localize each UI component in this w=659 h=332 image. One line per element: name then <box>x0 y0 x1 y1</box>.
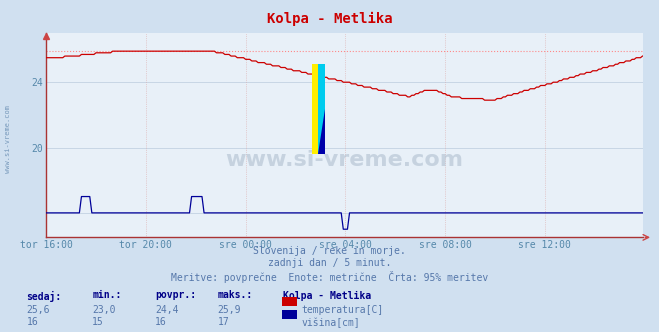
Text: sedaj:: sedaj: <box>26 290 61 301</box>
Text: Kolpa - Metlika: Kolpa - Metlika <box>283 290 372 300</box>
Text: temperatura[C]: temperatura[C] <box>302 305 384 315</box>
Text: www.si-vreme.com: www.si-vreme.com <box>225 150 463 170</box>
Text: 16: 16 <box>155 317 167 327</box>
Text: 16: 16 <box>26 317 38 327</box>
Text: povpr.:: povpr.: <box>155 290 196 300</box>
Text: maks.:: maks.: <box>217 290 252 300</box>
Polygon shape <box>318 64 325 109</box>
Text: www.si-vreme.com: www.si-vreme.com <box>5 106 11 173</box>
Text: 23,0: 23,0 <box>92 305 116 315</box>
Text: 25,6: 25,6 <box>26 305 50 315</box>
Polygon shape <box>318 109 325 154</box>
Text: 25,9: 25,9 <box>217 305 241 315</box>
Text: 15: 15 <box>92 317 104 327</box>
Bar <box>312 64 318 154</box>
Bar <box>318 64 325 154</box>
Text: zadnji dan / 5 minut.: zadnji dan / 5 minut. <box>268 258 391 268</box>
Text: min.:: min.: <box>92 290 122 300</box>
Text: 17: 17 <box>217 317 229 327</box>
Text: Meritve: povprečne  Enote: metrične  Črta: 95% meritev: Meritve: povprečne Enote: metrične Črta:… <box>171 271 488 283</box>
Text: Slovenija / reke in morje.: Slovenija / reke in morje. <box>253 246 406 256</box>
Text: Kolpa - Metlika: Kolpa - Metlika <box>267 12 392 26</box>
Text: 24,4: 24,4 <box>155 305 179 315</box>
Text: višina[cm]: višina[cm] <box>302 317 360 328</box>
